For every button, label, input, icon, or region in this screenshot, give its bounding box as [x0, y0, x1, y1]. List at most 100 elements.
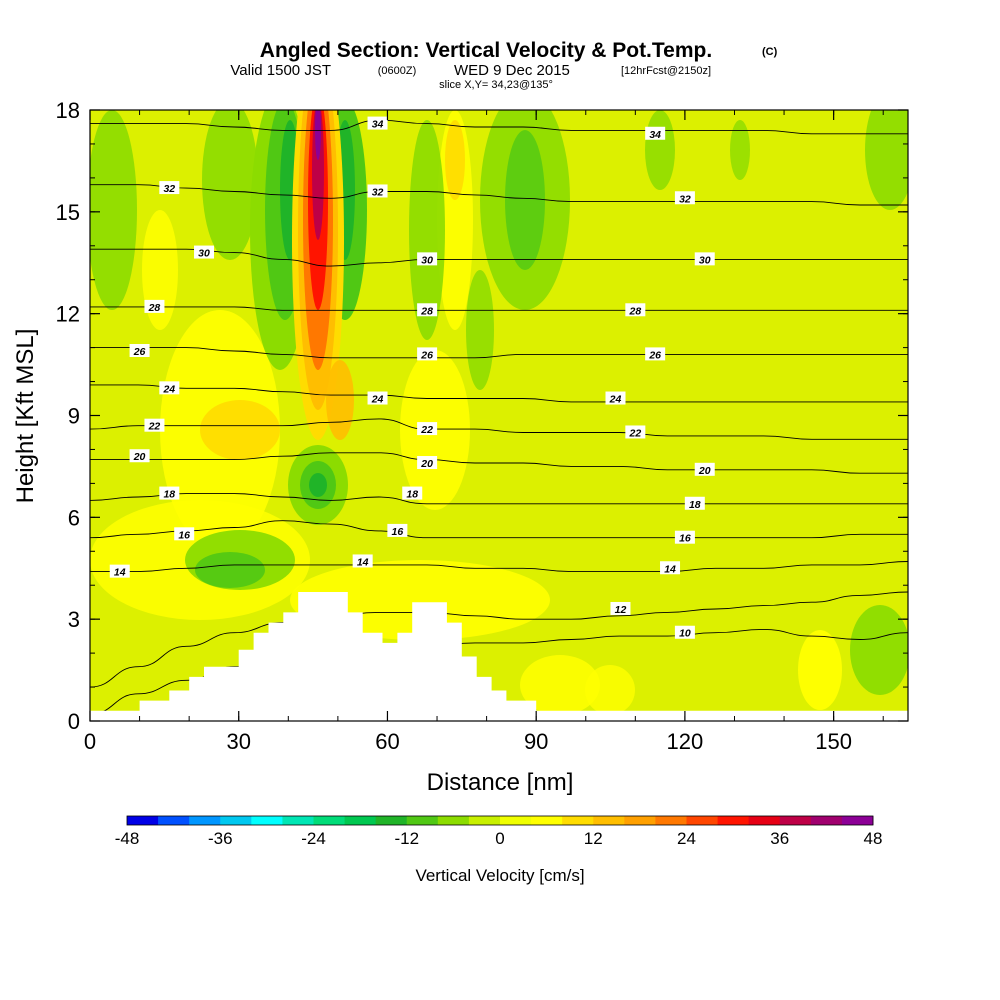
- svg-text:16: 16: [679, 533, 691, 545]
- y-tick-label: 0: [68, 709, 80, 734]
- svg-text:32: 32: [372, 186, 384, 198]
- contour-label: 20: [129, 449, 150, 463]
- contour-label: 18: [159, 486, 180, 501]
- y-axis: 0 3 6 9 12 15 18: [56, 98, 908, 734]
- colorbar-tick-label: 0: [495, 829, 504, 848]
- slice-label: slice X,Y= 34,23@135°: [439, 79, 553, 91]
- valid-time-utc: (0600Z): [378, 65, 417, 77]
- colorbar-swatch: [189, 816, 221, 825]
- contour-label: 18: [402, 486, 423, 501]
- colorbar-swatch: [220, 816, 252, 825]
- svg-text:28: 28: [420, 305, 433, 317]
- contour-label: 14: [352, 554, 373, 568]
- theta-contour-18: [90, 493, 908, 505]
- contour-label: 16: [174, 527, 195, 541]
- colorbar-swatch: [251, 816, 283, 825]
- colorbar-swatch: [810, 816, 843, 825]
- colorbar-swatch: [624, 816, 656, 825]
- colorbar-swatch: [655, 816, 687, 825]
- theta-contours: [90, 119, 908, 715]
- colorbar-swatch: [375, 816, 408, 825]
- svg-text:14: 14: [114, 567, 126, 579]
- theta-contour-34: [90, 119, 908, 135]
- y-tick-label: 9: [68, 404, 80, 429]
- svg-text:32: 32: [679, 193, 691, 205]
- x-tick-label: 90: [524, 729, 548, 754]
- colorbar-tick-label: 24: [677, 829, 696, 848]
- contour-label: 34: [367, 116, 388, 131]
- theta-contour-28: [90, 306, 908, 311]
- colorbar-swatch: [158, 816, 190, 825]
- contour-label: 28: [417, 303, 438, 317]
- svg-text:20: 20: [420, 458, 433, 470]
- theta-contour-32: [90, 184, 908, 206]
- valid-time-prefix: Valid 1500 JST: [230, 62, 331, 79]
- colorbar-tick-label: -12: [394, 829, 419, 848]
- svg-text:14: 14: [664, 563, 676, 575]
- colorbar-tick-label: 36: [770, 829, 789, 848]
- contour-label: 32: [367, 184, 388, 198]
- chart-title: Angled Section: Vertical Velocity & Pot.…: [260, 39, 712, 62]
- x-tick-label: 60: [375, 729, 399, 754]
- colorbar-swatch: [593, 816, 625, 825]
- valid-date: WED 9 Dec 2015: [454, 62, 570, 79]
- vertical-velocity-field: [90, 110, 908, 715]
- colorbar-swatch: [406, 816, 439, 825]
- contour-label: 22: [417, 422, 438, 436]
- forecast-label: [12hrFcst@2150z]: [621, 65, 711, 77]
- colorbar-tick-label: 12: [584, 829, 603, 848]
- y-axis-label: Height [Kft MSL]: [12, 329, 39, 504]
- svg-text:24: 24: [609, 394, 622, 406]
- contour-label: 12: [610, 601, 631, 616]
- y-tick-label: 6: [68, 505, 80, 530]
- terrain: [90, 592, 908, 721]
- theta-contour-30: [90, 248, 908, 267]
- svg-text:24: 24: [162, 383, 175, 395]
- contour-label: 30: [194, 245, 215, 260]
- x-axis: 0 30 60 90 120 150: [84, 110, 884, 754]
- colorbar-swatch: [717, 816, 750, 825]
- colorbar-swatch: [437, 816, 470, 825]
- contour-labels: 34 34 32 32 32 30 30 30 28 28 28 26 26 26 24 24 24 22 22 22…: [109, 116, 715, 640]
- colorbar-swatch: [500, 816, 532, 825]
- svg-text:26: 26: [648, 349, 661, 361]
- contour-label: 14: [660, 561, 681, 575]
- contour-label: 28: [144, 299, 165, 314]
- y-tick-label: 15: [56, 200, 80, 225]
- svg-text:28: 28: [628, 305, 641, 317]
- colorbar-swatch: [468, 816, 501, 825]
- colorbar-title: Vertical Velocity [cm/s]: [415, 866, 584, 885]
- svg-text:28: 28: [148, 302, 161, 314]
- svg-text:34: 34: [372, 119, 384, 131]
- svg-text:22: 22: [148, 421, 161, 433]
- colorbar-tick-label: -24: [301, 829, 326, 848]
- colorbar-swatch: [686, 816, 718, 825]
- contour-label: 30: [417, 252, 438, 266]
- x-axis-label: Distance [nm]: [427, 769, 574, 796]
- chart-title-tag: (C): [762, 46, 778, 58]
- svg-text:32: 32: [163, 183, 175, 195]
- contour-label: 24: [159, 381, 180, 395]
- colorbar-tick-label: -48: [115, 829, 140, 848]
- svg-text:12: 12: [615, 604, 627, 616]
- contour-label: 22: [625, 425, 646, 439]
- colorbar-swatch: [531, 816, 563, 825]
- svg-text:10: 10: [679, 628, 691, 640]
- svg-text:18: 18: [406, 489, 418, 501]
- svg-text:20: 20: [133, 451, 146, 463]
- contour-label: 20: [417, 456, 438, 470]
- theta-contour-24: [90, 384, 908, 403]
- colorbar-swatch: [779, 816, 812, 825]
- theta-contour-16: [90, 520, 908, 539]
- svg-text:22: 22: [420, 424, 433, 436]
- colorbar-swatch: [344, 816, 377, 825]
- svg-text:26: 26: [133, 346, 146, 358]
- contour-label: 22: [144, 418, 165, 433]
- colorbar-swatch: [562, 816, 594, 825]
- colorbar-swatch: [841, 816, 874, 825]
- x-tick-label: 30: [226, 729, 250, 754]
- svg-text:30: 30: [198, 248, 210, 260]
- y-tick-label: 18: [56, 98, 80, 123]
- contour-label: 24: [367, 391, 388, 406]
- contour-label: 10: [674, 625, 695, 640]
